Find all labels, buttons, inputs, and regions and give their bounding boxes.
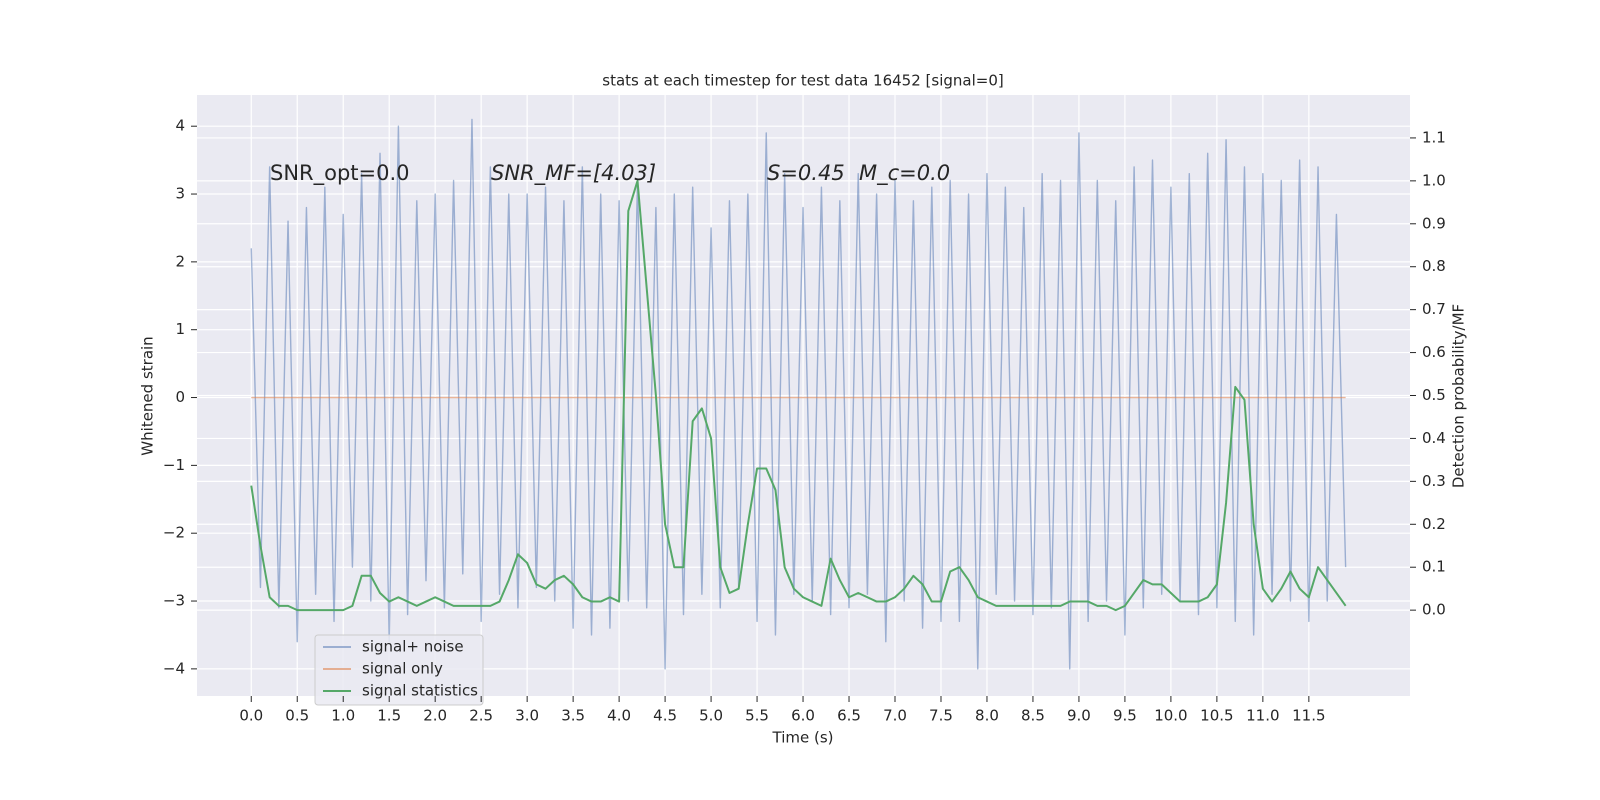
- series-line: [250, 118, 1347, 670]
- annotation: SNR_MF=[4.03]: [491, 161, 656, 186]
- y2-tick-label: 0.5: [1422, 386, 1446, 404]
- x-tick-label: 2.5: [469, 707, 493, 725]
- x-tick-label: 4.0: [607, 707, 631, 725]
- y2-tick-label: 0.9: [1422, 214, 1446, 232]
- x-tick-label: 2.0: [423, 707, 447, 725]
- x-tick-label: 6.0: [791, 707, 815, 725]
- x-tick-label: 11.5: [1292, 707, 1325, 725]
- x-tick-label: 5.5: [745, 707, 769, 725]
- y-tick-label: −3: [163, 592, 185, 610]
- y-tick-label: 4: [175, 117, 185, 135]
- y2-tick-label: 0.2: [1422, 515, 1446, 533]
- x-tick-label: 3.0: [515, 707, 539, 725]
- y-tick-label: −1: [163, 456, 185, 474]
- x-tick-label: 9.0: [1067, 707, 1091, 725]
- x-tick-label: 7.0: [883, 707, 907, 725]
- y2-tick-label: 1.0: [1422, 171, 1446, 189]
- x-tick-label: 0.0: [239, 707, 263, 725]
- y2-tick-label: 1.1: [1422, 128, 1446, 146]
- x-tick-label: 10.0: [1154, 707, 1187, 725]
- y2-tick-label: 0.3: [1422, 472, 1446, 490]
- y2-tick-label: 0.7: [1422, 300, 1446, 318]
- y-tick-label: 2: [175, 252, 185, 270]
- y2-tick-label: 0.4: [1422, 429, 1446, 447]
- series-line: [250, 179, 1347, 612]
- annotation: M_c=0.0: [859, 161, 950, 186]
- y-tick-label: 3: [175, 185, 185, 203]
- x-tick-label: 3.5: [561, 707, 585, 725]
- y2-tick-label: 0.0: [1422, 601, 1446, 619]
- chart-title: stats at each timestep for test data 164…: [602, 72, 1003, 90]
- y2-tick-label: 0.8: [1422, 257, 1446, 275]
- annotation: SNR_opt=0.0: [270, 161, 410, 186]
- y-tick-label: −4: [163, 659, 185, 677]
- legend-box: [314, 634, 484, 706]
- x-tick-label: 9.5: [1113, 707, 1137, 725]
- x-tick-label: 4.5: [653, 707, 677, 725]
- x-axis-label: Time (s): [772, 729, 834, 747]
- x-tick-label: 8.5: [1021, 707, 1045, 725]
- y-tick-label: −2: [163, 524, 185, 542]
- y-tick-label: 1: [175, 320, 185, 338]
- x-tick-label: 1.0: [331, 707, 355, 725]
- annotation: S=0.45: [767, 161, 845, 185]
- y-tick-label: 0: [175, 388, 185, 406]
- x-tick-label: 5.0: [699, 707, 723, 725]
- x-tick-label: 0.5: [285, 707, 309, 725]
- legend-label: signal+ noise: [362, 638, 464, 656]
- y2-tick-label: 0.1: [1422, 558, 1446, 576]
- y2-tick-label: 0.6: [1422, 343, 1446, 361]
- x-tick-label: 10.5: [1200, 707, 1233, 725]
- legend-label: signal only: [362, 660, 443, 678]
- legend-label: signal statistics: [362, 682, 478, 700]
- x-tick-label: 1.5: [377, 707, 401, 725]
- x-tick-label: 11.0: [1246, 707, 1279, 725]
- y-axis-label: Whitened strain: [139, 336, 157, 455]
- y2-axis-label: Detection probability/MF: [1450, 304, 1468, 488]
- x-tick-label: 8.0: [975, 707, 999, 725]
- x-tick-label: 7.5: [929, 707, 953, 725]
- x-tick-label: 6.5: [837, 707, 861, 725]
